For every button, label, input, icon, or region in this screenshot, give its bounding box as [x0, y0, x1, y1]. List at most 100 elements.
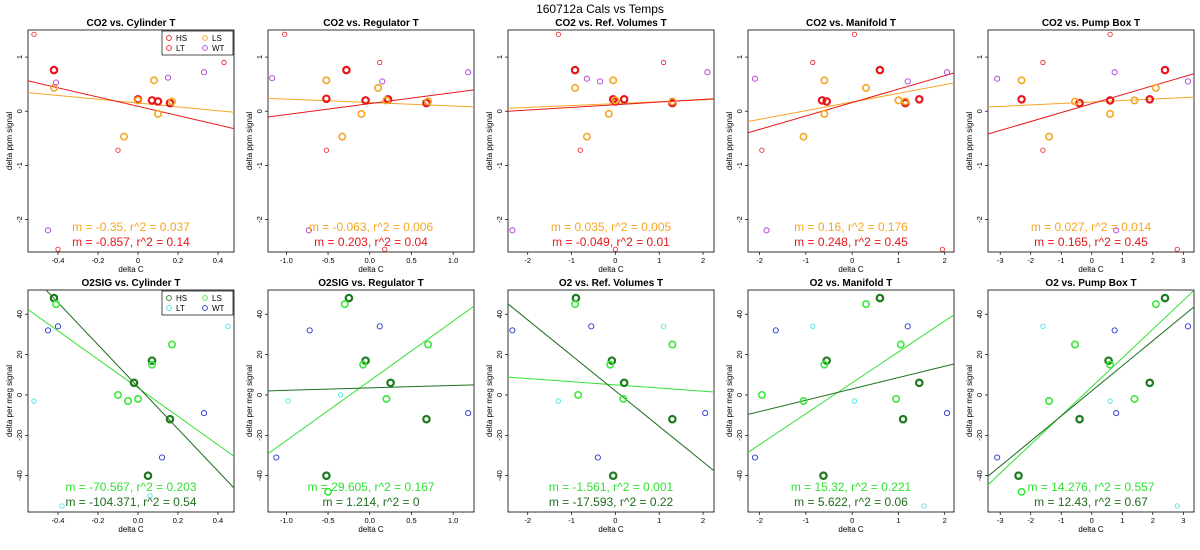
y-tick-label: -40	[255, 470, 264, 481]
x-axis-label: delta C	[358, 525, 384, 534]
legend: HS LS LT WT	[161, 30, 234, 56]
data-point-wt	[596, 78, 604, 85]
data-point-wt	[594, 454, 601, 461]
data-point-wt	[583, 75, 590, 82]
data-point-hs	[322, 471, 331, 480]
fit-annotation: m = 0.248, r^2 = 0.45	[794, 235, 908, 249]
data-point-hs	[1017, 95, 1026, 104]
fit-annotation: m = 12.43, r^2 = 0.67	[1034, 495, 1148, 509]
data-point-ls	[168, 340, 177, 349]
fit-line-hs	[748, 363, 954, 415]
y-tick-label: -2	[735, 216, 744, 223]
plot-frame	[267, 29, 475, 253]
data-point-wt	[509, 327, 516, 334]
x-axis-label: delta C	[598, 525, 624, 534]
data-point-wt	[54, 323, 62, 330]
x-tick-label: 1.0	[448, 516, 458, 525]
data-point-wt	[164, 74, 172, 81]
y-axis-label: delta per meg signal	[245, 365, 254, 437]
plot-area	[508, 293, 714, 480]
data-point-ls	[894, 96, 903, 105]
data-point-hs	[1160, 65, 1170, 75]
data-point-hs	[147, 356, 157, 365]
data-point-wt	[904, 323, 911, 330]
legend-label-hs: HS	[176, 34, 187, 43]
fit-line-hs	[45, 290, 234, 489]
x-tick-label: -0.2	[92, 256, 105, 265]
data-point-hs	[1104, 356, 1113, 365]
data-point-hs	[165, 414, 175, 424]
chart-title: CO2 vs. Pump Box T	[1042, 18, 1140, 29]
chart-panel: CO2 vs. Cylinder T -0.4 -0.2 0 0.2 0.4 -2 -1 0 1 d…	[5, 18, 235, 274]
legend-marker-hs	[166, 295, 172, 301]
data-point-ls	[168, 97, 177, 106]
data-point-ls	[1130, 96, 1139, 105]
y-tick-label: -1	[495, 162, 504, 169]
chart-title: O2 vs. Ref. Volumes T	[559, 278, 663, 289]
data-point-ls	[820, 360, 829, 369]
y-tick-label: -2	[255, 216, 264, 223]
data-point-lt	[225, 323, 231, 329]
data-point-hs	[914, 95, 924, 104]
fit-annotation: m = -0.857, r^2 = 0.14	[72, 235, 190, 249]
data-point-lt	[282, 31, 288, 37]
x-axis-label: delta C	[118, 265, 144, 274]
data-point-wt	[904, 78, 911, 85]
plot-frame	[507, 289, 715, 513]
data-point-ls	[338, 132, 347, 141]
chart-panel: O2 vs. Manifold T -2 -1 0 1 2 -40 -20 0 20 40 delta…	[725, 278, 955, 534]
legend-marker-ls	[202, 295, 208, 301]
data-point-lt	[1107, 31, 1113, 37]
data-point-ls	[357, 109, 366, 118]
y-tick-label: 40	[735, 310, 744, 318]
data-point-hs	[322, 94, 331, 104]
data-point-ls	[1017, 76, 1026, 85]
data-point-wt	[1113, 410, 1120, 417]
fit-line-hs	[28, 80, 234, 130]
chart-title: CO2 vs. Cylinder T	[87, 18, 176, 29]
x-tick-label: 3	[1181, 516, 1185, 525]
y-tick-label: 1	[735, 55, 744, 59]
x-tick-label: 0.0	[365, 516, 375, 525]
x-tick-label: -0.4	[52, 256, 65, 265]
y-tick-label: -40	[495, 470, 504, 481]
data-point-wt	[44, 227, 52, 234]
data-point-ls	[1106, 109, 1115, 118]
legend-box	[161, 30, 234, 56]
fit-annotation: m = 0.027, r^2 = 0.014	[1031, 220, 1152, 234]
data-point-ls	[150, 76, 159, 85]
data-point-lt	[1040, 323, 1046, 329]
data-point-wt	[702, 410, 709, 417]
fit-line-hs	[268, 384, 474, 392]
x-axis-label: delta C	[1078, 265, 1104, 274]
x-tick-label: 0	[136, 256, 140, 265]
y-tick-label: 1	[255, 55, 264, 59]
data-point-wt	[994, 75, 1001, 82]
fit-line-hs	[988, 73, 1194, 135]
y-tick-label: 0	[255, 393, 264, 397]
data-point-lt	[577, 147, 583, 153]
y-tick-label: 0	[735, 393, 744, 397]
legend-label-lt: LT	[176, 304, 185, 313]
data-point-ls	[799, 132, 808, 141]
chart-title: O2SIG vs. Regulator T	[318, 278, 424, 289]
data-point-ls	[820, 76, 829, 85]
plot-area	[988, 290, 1194, 509]
data-point-wt	[763, 227, 770, 234]
data-point-ls	[324, 487, 333, 496]
legend-marker-lt	[166, 305, 172, 311]
y-tick-label: -2	[975, 216, 984, 223]
data-point-lt	[1040, 59, 1046, 66]
data-point-wt	[305, 227, 312, 234]
x-tick-label: -1.0	[280, 516, 293, 525]
x-tick-label: -1	[1058, 516, 1065, 525]
x-tick-label: 2	[943, 256, 947, 265]
data-point-lt	[1174, 503, 1180, 509]
data-point-lt	[382, 246, 388, 252]
chart-title: CO2 vs. Ref. Volumes T	[555, 18, 667, 29]
chart-panel: O2SIG vs. Cylinder T -0.4 -0.2 0.0 0.2 0.4 -40…	[5, 278, 235, 534]
fit-annotation: m = -17.593, r^2 = 0.22	[549, 495, 674, 509]
data-point-ls	[424, 97, 433, 106]
data-point-lt	[660, 59, 667, 66]
fit-annotation: m = -0.063, r^2 = 0.006	[309, 220, 434, 234]
